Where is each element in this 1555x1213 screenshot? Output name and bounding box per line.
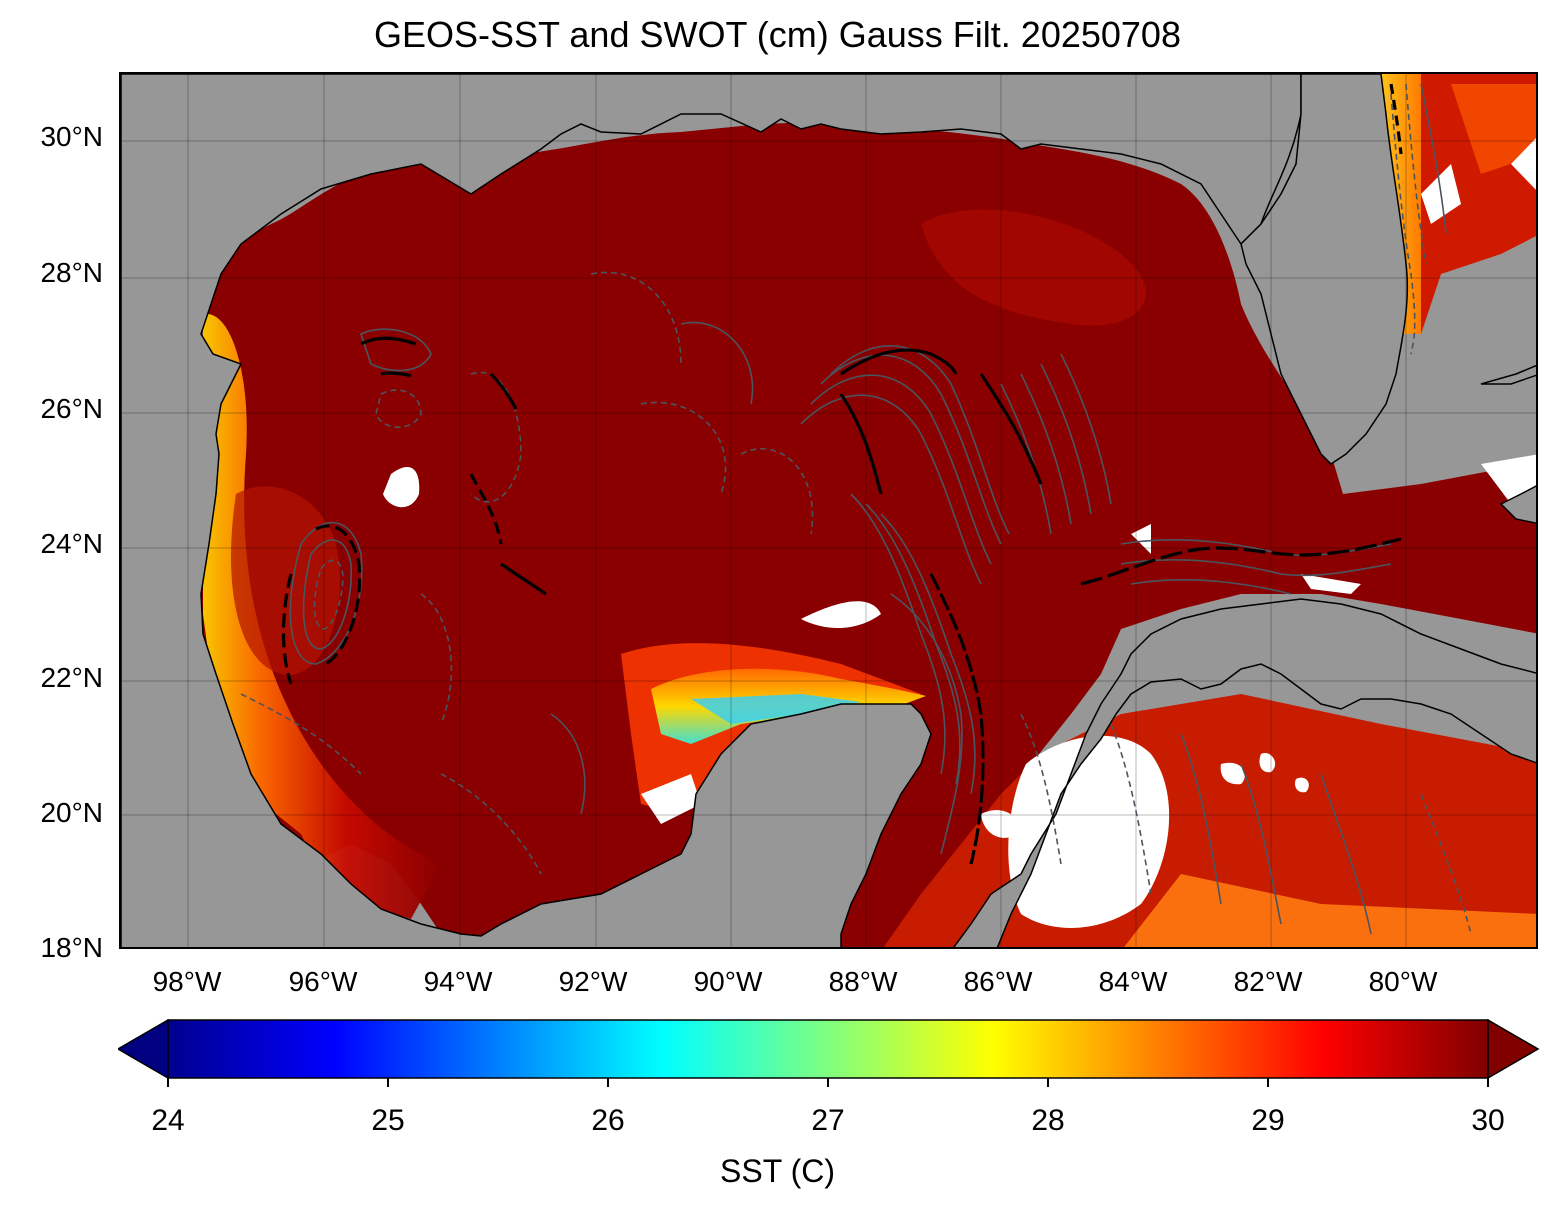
ssh-contours <box>240 83 1472 935</box>
lon-label-98W: 98°W <box>152 966 222 997</box>
map-panel <box>119 72 1538 949</box>
lon-label-82W: 82°W <box>1233 966 1303 997</box>
colorbar-label: SST (C) <box>720 1153 835 1189</box>
lat-label-28N: 28°N <box>40 257 103 288</box>
lon-label-80W: 80°W <box>1368 966 1438 997</box>
lat-label-18N: 18°N <box>40 932 103 963</box>
lat-label-26N: 26°N <box>40 393 103 424</box>
figure-title: GEOS-SST and SWOT (cm) Gauss Filt. 20250… <box>374 14 1181 55</box>
zero-contours <box>281 83 1403 865</box>
ocean-sst-field <box>199 74 1536 947</box>
lon-label-96W: 96°W <box>288 966 358 997</box>
lon-label-92W: 92°W <box>558 966 628 997</box>
colorbar-gradient <box>167 1019 1489 1079</box>
gridlines <box>121 74 1536 947</box>
colorbar-tick-27: 27 <box>811 1104 845 1137</box>
colorbar-tick-30: 30 <box>1471 1104 1505 1137</box>
colorbar-tick-24: 24 <box>151 1104 185 1137</box>
lon-label-86W: 86°W <box>963 966 1033 997</box>
colorbar-tick-26: 26 <box>591 1104 625 1137</box>
lon-label-90W: 90°W <box>693 966 763 997</box>
colorbar-tick-29: 29 <box>1251 1104 1285 1137</box>
land <box>121 74 1536 947</box>
colorbar-ticks <box>167 1078 1489 1087</box>
colorbar-min-extend <box>118 1019 169 1080</box>
colorbar <box>118 1019 1540 1087</box>
colorbar-tick-28: 28 <box>1031 1104 1065 1137</box>
lat-label-20N: 20°N <box>40 797 103 828</box>
lon-label-84W: 84°W <box>1098 966 1168 997</box>
colorbar-tick-25: 25 <box>371 1104 405 1137</box>
lat-label-22N: 22°N <box>40 662 103 693</box>
sst-map <box>121 74 1536 947</box>
colorbar-max-extend <box>1487 1019 1540 1080</box>
lat-label-30N: 30°N <box>40 121 103 152</box>
lon-label-88W: 88°W <box>828 966 898 997</box>
lat-label-24N: 24°N <box>40 528 103 559</box>
lon-label-94W: 94°W <box>423 966 493 997</box>
